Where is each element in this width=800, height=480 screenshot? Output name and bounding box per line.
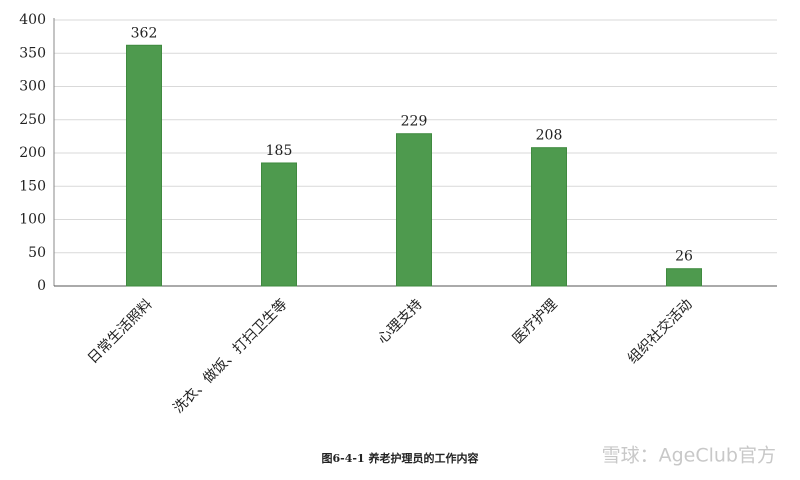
value-label: 229 <box>401 114 428 130</box>
chart-caption: 图6-4-1 养老护理员的工作内容 <box>322 451 479 465</box>
value-label: 26 <box>675 249 693 265</box>
bar <box>396 133 432 287</box>
x-tick-label: 组织社交活动 <box>624 296 695 367</box>
value-label: 208 <box>536 128 563 144</box>
watermark: 雪球：AgeClub官方 <box>602 445 776 467</box>
y-tick-label: 150 <box>19 178 46 194</box>
y-tick-label: 350 <box>19 45 46 61</box>
y-tick-label: 0 <box>37 278 46 294</box>
bar <box>666 268 702 287</box>
bar <box>531 147 567 287</box>
y-tick-label: 50 <box>28 245 46 261</box>
x-tick-label: 日常生活照料 <box>85 296 156 367</box>
x-tick-label: 医疗护理 <box>510 296 561 347</box>
y-tick-label: 250 <box>19 112 46 128</box>
bar <box>126 44 162 287</box>
y-tick-label: 300 <box>19 79 46 95</box>
value-label: 362 <box>131 25 158 41</box>
y-tick-label: 200 <box>19 145 46 161</box>
x-tick-label: 心理支持 <box>375 296 426 347</box>
y-tick-label: 100 <box>19 212 46 228</box>
value-label: 185 <box>266 143 293 159</box>
x-tick-label: 洗衣、做饭、打扫卫生等 <box>170 296 291 417</box>
bar <box>261 162 297 287</box>
y-tick-label: 400 <box>19 12 46 28</box>
